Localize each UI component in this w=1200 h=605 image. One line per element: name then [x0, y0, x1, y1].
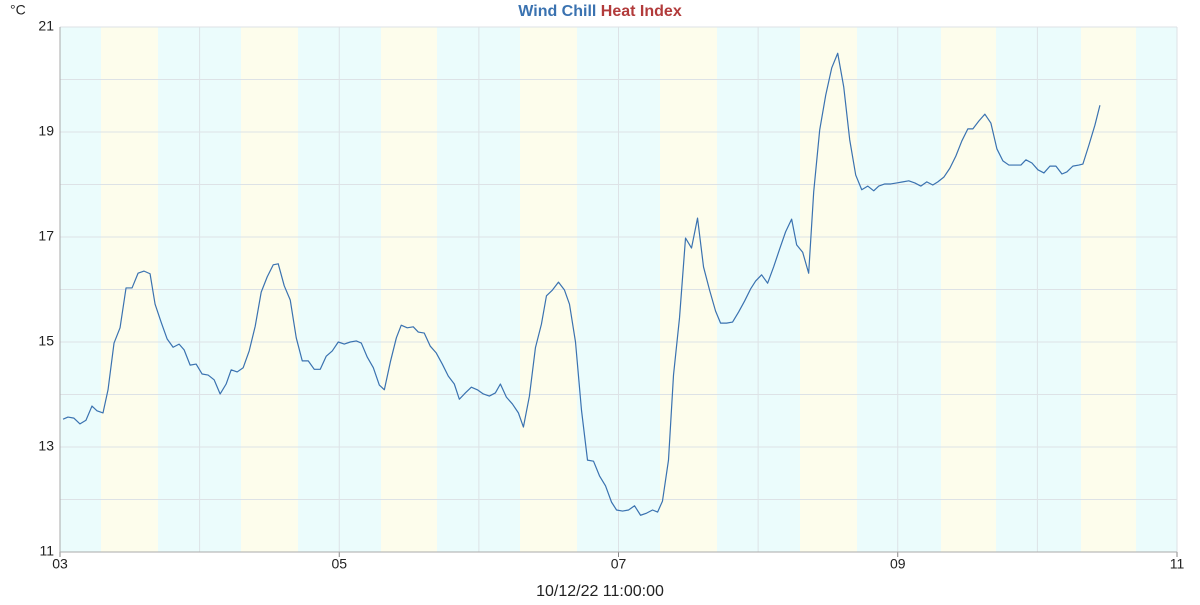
line-series [62, 52, 1101, 516]
plot [62, 52, 1101, 516]
y-tick-label: 17 [38, 228, 54, 244]
grid [59, 26, 1178, 553]
y-unit: °C [10, 2, 26, 18]
y-tick-label: 21 [38, 18, 54, 34]
y-tick-label: 19 [38, 123, 54, 139]
x-axis-label: 10/12/22 11:00:00 [536, 583, 664, 600]
y-tick-label: 13 [38, 438, 54, 454]
x-tick-label: 11 [1170, 556, 1185, 572]
x-tick-label: 05 [331, 556, 347, 572]
y-tick-label: 11 [39, 543, 54, 559]
x-tick-label: 07 [611, 556, 627, 572]
legend-entry: Wind Chill [518, 3, 596, 20]
legend: Wind Chill Heat Index [518, 3, 682, 20]
legend-entry: Heat Index [601, 3, 682, 20]
x-tick-label: 03 [52, 556, 68, 572]
y-tick-label: 15 [38, 333, 54, 349]
axes: 11 13 15 17 19 21 03 05 07 09 11 [38, 18, 1184, 572]
x-tick-label: 09 [890, 556, 906, 572]
